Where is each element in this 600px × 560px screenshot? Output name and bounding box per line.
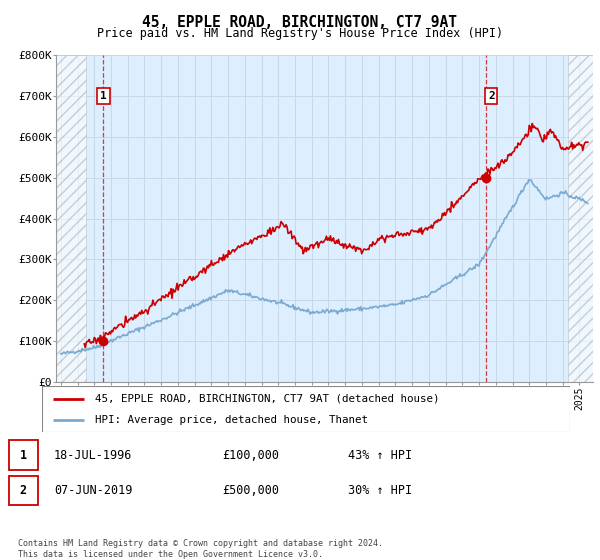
Text: Contains HM Land Registry data © Crown copyright and database right 2024.
This d: Contains HM Land Registry data © Crown c… xyxy=(18,539,383,559)
Text: Price paid vs. HM Land Registry's House Price Index (HPI): Price paid vs. HM Land Registry's House … xyxy=(97,27,503,40)
Text: £500,000: £500,000 xyxy=(222,484,279,497)
FancyBboxPatch shape xyxy=(42,386,570,432)
Text: £100,000: £100,000 xyxy=(222,449,279,462)
Text: HPI: Average price, detached house, Thanet: HPI: Average price, detached house, Than… xyxy=(95,415,368,425)
FancyBboxPatch shape xyxy=(9,475,38,505)
Text: 2: 2 xyxy=(20,484,27,497)
Text: 1: 1 xyxy=(100,91,107,101)
Text: 30% ↑ HPI: 30% ↑ HPI xyxy=(348,484,412,497)
Text: 07-JUN-2019: 07-JUN-2019 xyxy=(54,484,133,497)
Text: 45, EPPLE ROAD, BIRCHINGTON, CT7 9AT: 45, EPPLE ROAD, BIRCHINGTON, CT7 9AT xyxy=(143,15,458,30)
Text: 18-JUL-1996: 18-JUL-1996 xyxy=(54,449,133,462)
Text: 2: 2 xyxy=(488,91,494,101)
Text: 45, EPPLE ROAD, BIRCHINGTON, CT7 9AT (detached house): 45, EPPLE ROAD, BIRCHINGTON, CT7 9AT (de… xyxy=(95,394,439,404)
FancyBboxPatch shape xyxy=(9,441,38,470)
Text: 1: 1 xyxy=(20,449,27,462)
Text: 43% ↑ HPI: 43% ↑ HPI xyxy=(348,449,412,462)
